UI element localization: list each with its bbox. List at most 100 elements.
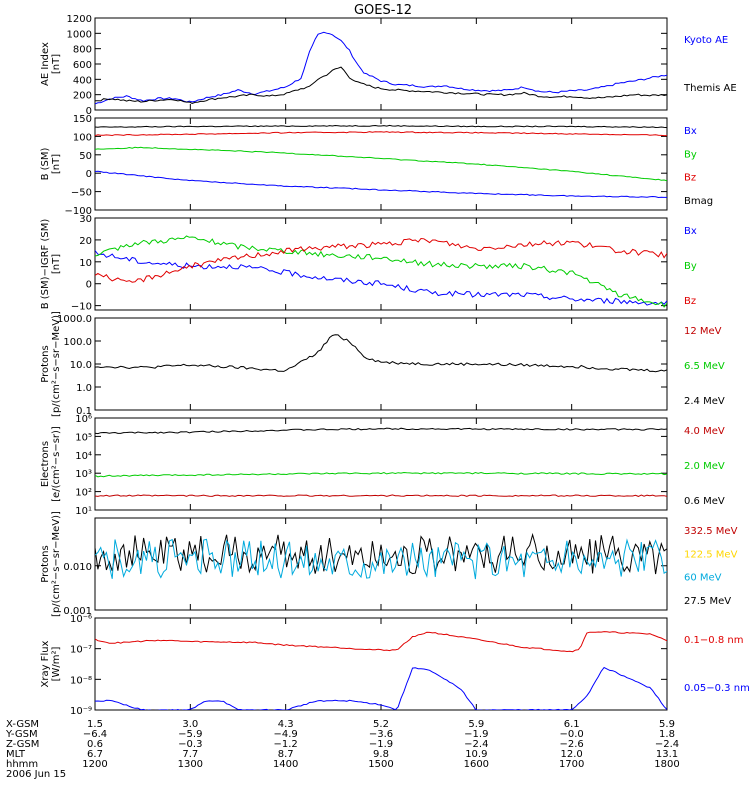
panel-5: 10¹ 10² 10³ 10⁴ 10⁵ 10⁶ Electrons [e/(cm²−s−sr)… <box>40 414 725 517</box>
x-axis-value: −6.4 <box>83 729 107 740</box>
x-axis-value: 1600 <box>464 759 489 770</box>
x-axis-value: 1200 <box>82 759 107 770</box>
y-axis-label: B (SM)−IGRF (SM) <box>40 219 51 310</box>
y-tick-label: 800 <box>73 45 92 56</box>
y-tick-label: 10⁻⁸ <box>70 675 92 686</box>
legend-label: Kyoto AE <box>684 35 728 46</box>
x-axis-value: −2.4 <box>464 739 488 750</box>
series-line <box>95 471 667 478</box>
series-line <box>95 334 667 373</box>
legend-label: Bx <box>684 226 697 237</box>
x-axis-value: 3.0 <box>182 719 198 730</box>
series-line <box>95 427 667 435</box>
y-tick-label: 1000.0 <box>57 314 92 325</box>
x-axis-value: 10.9 <box>465 749 487 760</box>
legend-label: 6.5 MeV <box>684 361 725 372</box>
x-axis-value: 9.8 <box>373 749 389 760</box>
x-axis-value: 5.2 <box>373 719 389 730</box>
y-tick-label: 100.0 <box>63 337 92 348</box>
panel-4: 0.1 1.0 10.0 100.0 1000.0 Protons [p/(cm²−s−sr… <box>40 311 725 417</box>
x-axis-value: 6.1 <box>564 719 580 730</box>
series-line <box>95 131 667 137</box>
x-axis-value: 8.7 <box>278 749 294 760</box>
x-axis-value: 0.6 <box>87 739 103 750</box>
panel-frame <box>94 317 668 411</box>
y-tick-label: 10.0 <box>70 360 92 371</box>
y-tick-label: 10⁻⁹ <box>70 706 92 717</box>
y-axis-label: [nT] <box>51 254 62 274</box>
legend-label: Bz <box>684 173 696 184</box>
y-tick-label: 200 <box>73 91 92 102</box>
x-axis-value: 6.7 <box>87 749 103 760</box>
series-group <box>95 31 667 105</box>
series-line <box>95 538 667 580</box>
y-tick-label: 10² <box>75 488 92 499</box>
panel-1: 0 200 400 600 800 1000 1200 AE Index [nT] Kyoto A… <box>40 14 737 117</box>
x-axis-value: 1400 <box>273 759 298 770</box>
x-axis-value: −1.2 <box>274 739 298 750</box>
series-line <box>95 494 667 497</box>
y-axis-label: [nT] <box>51 154 62 174</box>
y-axis-label: Xray Flux <box>40 640 51 687</box>
panel-frame <box>94 217 668 311</box>
x-axis-value: −5.9 <box>178 729 202 740</box>
x-axis-value: −3.6 <box>369 729 393 740</box>
y-tick-label: 600 <box>73 60 92 71</box>
x-axis-row-label: Z-GSM <box>6 739 39 750</box>
y-tick-label: 10⁵ <box>75 432 92 443</box>
y-axis-label: [nT] <box>51 54 62 74</box>
y-tick-label: 30 <box>79 214 92 225</box>
panel-3: −10 0 10 20 30 B (SM)−IGRF (SM) [nT] Bx By Bz <box>40 214 697 313</box>
legend-label: 2.4 MeV <box>684 396 725 407</box>
series-line <box>95 235 667 308</box>
y-tick-label: 10³ <box>75 469 92 480</box>
panel-frame <box>94 617 668 711</box>
x-axis-value: 12.0 <box>561 749 583 760</box>
series-line <box>95 124 667 129</box>
y-axis-label: [W/m²] <box>51 646 62 681</box>
x-axis-value: 1500 <box>368 759 393 770</box>
y-tick-label: 1200 <box>67 14 92 25</box>
y-tick-label: 0.010 <box>63 562 92 573</box>
y-tick-label: −10 <box>71 302 92 313</box>
plot-title: GOES-12 <box>354 3 412 18</box>
series-line <box>95 666 667 710</box>
x-axis-value: −0.0 <box>560 729 584 740</box>
x-axis-row-label: Y-GSM <box>5 729 38 740</box>
legend-label: By <box>684 261 697 272</box>
x-axis-value: 1.8 <box>659 729 675 740</box>
x-axis-value: −2.6 <box>560 739 584 750</box>
x-axis-value: 1300 <box>178 759 203 770</box>
legend-label: 4.0 MeV <box>684 426 725 437</box>
x-axis-value: 1700 <box>559 759 584 770</box>
y-tick-label: 10 <box>79 258 92 269</box>
legend-label: 27.5 MeV <box>684 596 731 607</box>
y-tick-label: 10⁻⁷ <box>70 645 92 656</box>
x-axis-value: 13.1 <box>656 749 678 760</box>
x-axis-row-label: MLT <box>6 749 26 760</box>
series-line <box>95 31 667 105</box>
y-tick-label: −100 <box>65 206 92 217</box>
legend-label: 0.6 MeV <box>684 496 725 507</box>
legend-label: 0.05−0.3 nm <box>684 683 750 694</box>
series-group <box>95 427 667 497</box>
legend-label: 12 MeV <box>684 326 722 337</box>
x-axis-value: −2.4 <box>655 739 679 750</box>
panel-7: 10⁻⁹ 10⁻⁸ 10⁻⁷ 10⁻⁶ Xray Flux [W/m²] 0.1−0.8 n… <box>40 614 750 717</box>
series-group <box>95 334 667 373</box>
y-axis-label: [p/(cm²−s−sr−MeV)] <box>51 311 62 417</box>
x-axis-value: −0.3 <box>178 739 202 750</box>
x-axis-table: X-GSM 1.5 3.0 4.3 5.2 5.9 6.1 5.9Y-GSM −6.4 −5.9−… <box>5 719 680 780</box>
legend-label: 2.0 MeV <box>684 461 725 472</box>
legend-label: By <box>684 149 697 160</box>
series-group <box>95 631 667 710</box>
y-axis-label: [p/(cm²−s−sr−MeV)] <box>51 511 62 617</box>
x-axis-value: 1.5 <box>87 719 103 730</box>
y-axis-label: Protons <box>40 345 51 382</box>
x-axis-value: 4.3 <box>278 719 294 730</box>
x-axis-value: −1.9 <box>464 729 488 740</box>
panel-6: 0.001 0.010 Protons [p/(cm²−s−sr−MeV)] 332.5… <box>40 511 738 617</box>
y-tick-label: 20 <box>79 236 92 247</box>
series-line <box>95 66 667 105</box>
